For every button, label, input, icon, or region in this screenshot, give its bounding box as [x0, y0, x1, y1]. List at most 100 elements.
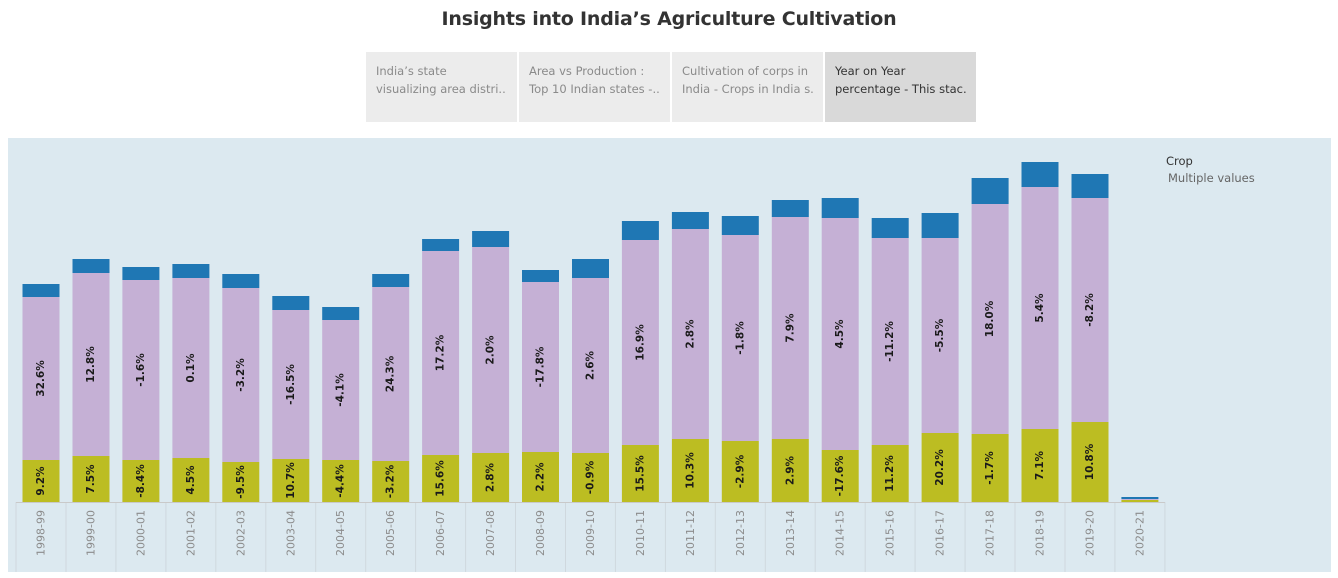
bar-segment-middle[interactable]	[1071, 198, 1109, 422]
bar-segment-top[interactable]	[621, 221, 659, 240]
bar-segment-bottom[interactable]	[1121, 500, 1159, 502]
data-label: -9.5%	[235, 465, 247, 499]
tab-area-vs-production[interactable]: Area vs Production : Top 10 Indian state…	[519, 52, 670, 122]
bar-segment-bottom[interactable]	[572, 453, 609, 502]
bar-segment-middle[interactable]	[771, 217, 809, 439]
data-label: 7.5%	[85, 464, 97, 494]
data-label: 2.9%	[784, 455, 796, 485]
bar-segment-top[interactable]	[671, 212, 709, 229]
data-label: -0.9%	[585, 460, 597, 494]
bar-segment-bottom[interactable]	[721, 441, 759, 502]
x-tick-label: 2019-20	[1084, 510, 1097, 556]
bar-segment-bottom[interactable]	[172, 458, 210, 502]
bar-segment-middle[interactable]	[921, 238, 959, 433]
bar-segment-bottom[interactable]	[122, 460, 160, 502]
data-label: 15.5%	[634, 455, 646, 492]
bar-segment-middle[interactable]	[871, 238, 909, 445]
data-label: -17.6%	[834, 455, 846, 496]
data-label: -16.5%	[285, 364, 297, 405]
bar-segment-bottom[interactable]	[1021, 429, 1059, 502]
data-label: -1.7%	[984, 451, 996, 485]
bar-segment-middle[interactable]	[172, 278, 210, 458]
bar-segment-top[interactable]	[971, 178, 1009, 204]
bar-segment-middle[interactable]	[272, 310, 310, 459]
bar-segment-top[interactable]	[871, 218, 909, 238]
bar-segment-top[interactable]	[422, 239, 460, 251]
bar-segment-bottom[interactable]	[971, 434, 1009, 502]
data-label: 12.8%	[85, 346, 97, 383]
tab-line-1: Area vs Production :	[529, 64, 645, 78]
x-tick-label: 2006-07	[434, 510, 447, 556]
bar-segment-middle[interactable]	[1121, 499, 1159, 500]
bar-segment-middle[interactable]	[472, 247, 510, 453]
x-tick-label: 2001-02	[184, 510, 197, 556]
bar-segment-bottom[interactable]	[621, 445, 659, 502]
bar-segment-top[interactable]	[721, 216, 759, 235]
bar-segment-top[interactable]	[921, 213, 959, 238]
bar-segment-bottom[interactable]	[322, 460, 360, 502]
bar-segment-bottom[interactable]	[422, 455, 460, 502]
bar-segment-middle[interactable]	[72, 273, 110, 456]
bar-segment-top[interactable]	[172, 264, 210, 278]
legend[interactable]: Crop Multiple values	[1166, 154, 1255, 185]
bar-segment-middle[interactable]	[671, 229, 709, 439]
bar-segment-bottom[interactable]	[222, 462, 260, 502]
bar-segment-top[interactable]	[272, 296, 310, 310]
bar-segment-middle[interactable]	[522, 282, 559, 452]
bar-segment-middle[interactable]	[22, 297, 60, 460]
chart-panel: 9.2% 32.6% 7.5% 12.8% -8.4% -1.6% 4.5% 0.1% -9.5…	[8, 138, 1331, 572]
data-label: 4.5%	[185, 465, 197, 495]
data-label: 10.3%	[684, 452, 696, 489]
bar-segment-middle[interactable]	[372, 287, 410, 461]
bar-segment-bottom[interactable]	[871, 445, 909, 502]
bar-segment-middle[interactable]	[122, 280, 160, 460]
x-tick-label: 2010-11	[634, 510, 647, 556]
x-tick-label: 2003-04	[284, 510, 297, 556]
bar-segment-bottom[interactable]	[821, 450, 859, 502]
tab-year-on-year[interactable]: Year on Year percentage - This stac..	[825, 52, 976, 122]
bar-segment-middle[interactable]	[572, 278, 609, 453]
bar-segment-top[interactable]	[572, 259, 609, 278]
bar-segment-middle[interactable]	[422, 251, 460, 455]
legend-filter-value[interactable]: Multiple values	[1168, 171, 1255, 185]
bar-segment-bottom[interactable]	[921, 433, 959, 502]
data-label: -8.4%	[135, 464, 147, 498]
legend-title: Crop	[1166, 154, 1193, 168]
bar-segment-bottom[interactable]	[22, 460, 60, 502]
x-tick-label: 2020-21	[1133, 510, 1146, 556]
bar-segment-top[interactable]	[22, 284, 60, 297]
bar-segment-middle[interactable]	[1021, 187, 1059, 429]
bar-segment-middle[interactable]	[222, 288, 260, 462]
bar-segment-bottom[interactable]	[522, 452, 559, 502]
bar-segment-top[interactable]	[472, 231, 510, 247]
data-label: 2.6%	[585, 350, 597, 380]
x-tick-label: 2011-12	[684, 510, 697, 556]
bar-segment-top[interactable]	[322, 307, 360, 320]
bar-segment-bottom[interactable]	[372, 461, 410, 502]
bar-segment-top[interactable]	[72, 259, 110, 273]
bar-segment-top[interactable]	[1071, 174, 1109, 198]
x-tick-label: 2000-01	[134, 510, 147, 556]
bar-segment-bottom[interactable]	[1071, 422, 1109, 502]
bar-segment-top[interactable]	[122, 267, 160, 280]
bar-segment-bottom[interactable]	[771, 439, 809, 502]
bar-segment-middle[interactable]	[322, 320, 360, 460]
bar-segment-bottom[interactable]	[72, 456, 110, 502]
tab-cultivation-of-crops[interactable]: Cultivation of corps in India - Crops in…	[672, 52, 823, 122]
bar-segment-top[interactable]	[821, 198, 859, 218]
tab-state-area[interactable]: India’s state visualizing area distri..	[366, 52, 517, 122]
bar-segment-top[interactable]	[222, 274, 260, 288]
bar-segment-middle[interactable]	[621, 240, 659, 445]
bar-segment-top[interactable]	[1121, 497, 1159, 499]
bar-segment-middle[interactable]	[721, 235, 759, 441]
bar-segment-bottom[interactable]	[272, 459, 310, 502]
bar-segment-top[interactable]	[522, 270, 559, 282]
bar-segment-top[interactable]	[372, 274, 410, 287]
bar-segment-middle[interactable]	[971, 204, 1009, 434]
bar-segment-bottom[interactable]	[472, 453, 510, 502]
bar-segment-middle[interactable]	[821, 218, 859, 450]
bar-segment-bottom[interactable]	[671, 439, 709, 502]
bar-segment-top[interactable]	[771, 200, 809, 217]
bar-segment-top[interactable]	[1021, 162, 1059, 187]
data-label: 11.2%	[884, 455, 896, 492]
